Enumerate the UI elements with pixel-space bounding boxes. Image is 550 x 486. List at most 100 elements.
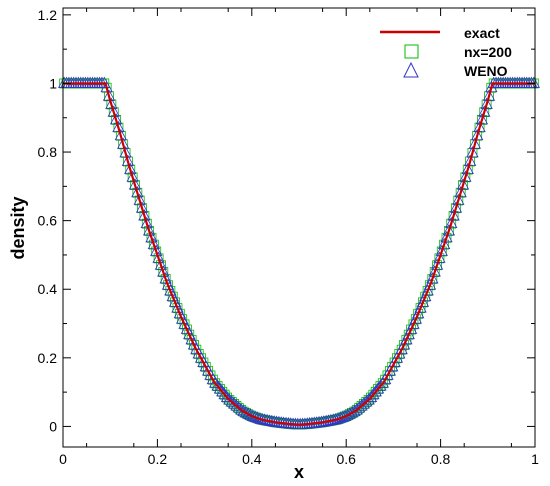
nx200-marker [181,324,192,335]
weno-marker [442,224,456,236]
weno-marker [447,209,460,221]
nx200-marker [399,340,409,350]
x-tick-label: 0.4 [242,451,262,467]
nx200-marker [141,218,152,229]
y-tick-label: 0.2 [38,350,58,366]
weno-marker [480,97,493,109]
weno-marker [421,284,434,296]
weno-marker [216,385,229,397]
weno-marker [369,385,382,397]
weno-marker [449,201,463,213]
plot-frame [62,7,536,448]
nx200-marker [401,334,412,345]
nx200-marker [186,334,197,345]
weno-marker [211,379,224,391]
weno-marker [128,178,142,190]
weno-marker [145,230,158,243]
nx200-marker [134,195,145,206]
y-tick-label: 1.2 [38,7,58,23]
weno-marker [459,170,472,182]
exact-series-line [63,82,535,426]
nx200-marker [460,172,471,183]
weno-marker [147,237,161,250]
nx200-marker [479,107,490,118]
nx200-marker [458,180,468,190]
weno-marker [437,237,451,250]
weno-marker [445,216,458,229]
nx200-marker [139,211,150,221]
weno-marker [440,230,453,243]
weno-marker [452,193,465,205]
nx200-marker [130,180,140,190]
weno-marker [112,120,125,133]
nx200-marker [113,122,124,133]
nx200-marker [137,203,147,214]
weno-marker [142,224,156,236]
weno-marker [109,113,123,125]
weno-marker [461,162,474,175]
nx200-marker [184,329,195,340]
y-tick-label: 0.4 [38,281,58,297]
nx200-marker [408,319,419,330]
weno-marker [414,301,427,313]
legend-weno-swatch [403,61,419,78]
y-tick-label: 1 [49,75,57,91]
y-axis-label: density [8,196,28,259]
y-tick-label: 0.8 [38,144,58,160]
weno-marker [131,185,144,198]
legend-nx200-swatch [404,44,419,59]
weno-marker [150,244,163,256]
weno-marker [371,382,385,394]
weno-marker [428,265,441,277]
nx200-marker [403,329,414,340]
weno-marker [426,272,439,284]
nx200-marker [448,211,459,221]
weno-marker [223,393,236,405]
nx200-marker [111,114,121,125]
weno-marker [220,390,234,402]
legend: exact nx=200 WENO [380,25,512,79]
x-tick-label: 1 [531,451,539,467]
y-tick-label: 0 [49,418,57,434]
x-tick-label: 0.6 [336,451,356,467]
x-tick-label: 0 [59,451,67,467]
weno-marker [138,209,151,221]
weno-marker [454,185,467,198]
weno-marker [135,201,149,213]
weno-marker [209,376,222,388]
weno-marker [409,312,422,324]
nx200-marker [451,203,461,214]
weno-marker [126,170,139,182]
line-layer [63,82,535,426]
axes: 0 0.2 0.4 0.6 0.8 1 0 0.2 0.4 0.6 0.8 1 1.2 [38,7,540,467]
legend-exact-label: exact [464,25,500,41]
x-tick-label: 0.8 [431,451,451,467]
weno-marker [364,390,378,402]
nx200-marker [446,218,457,229]
nx200-marker [410,314,421,325]
weno-marker [367,387,380,400]
weno-marker [374,379,387,391]
y-tick-label: 0.6 [38,213,58,229]
marker-layer [58,76,540,430]
nx200-marker [474,122,485,133]
weno-marker [218,387,231,400]
weno-marker [107,105,120,117]
weno-marker [152,251,165,263]
weno-marker [124,162,137,175]
x-tick-label: 0.2 [148,451,168,467]
weno-marker [475,113,489,125]
weno-marker [435,244,448,256]
weno-marker [412,306,425,319]
nx200-marker [476,114,487,125]
weno-marker [157,265,170,277]
weno-marker [423,278,437,290]
x-axis-label: x [294,462,304,482]
nx200-marker [453,195,464,206]
nx200-marker [177,314,188,325]
nx200-marker [108,107,119,118]
weno-marker [416,295,430,307]
legend-weno-label: WENO [464,63,508,79]
nx200-marker [127,172,138,183]
